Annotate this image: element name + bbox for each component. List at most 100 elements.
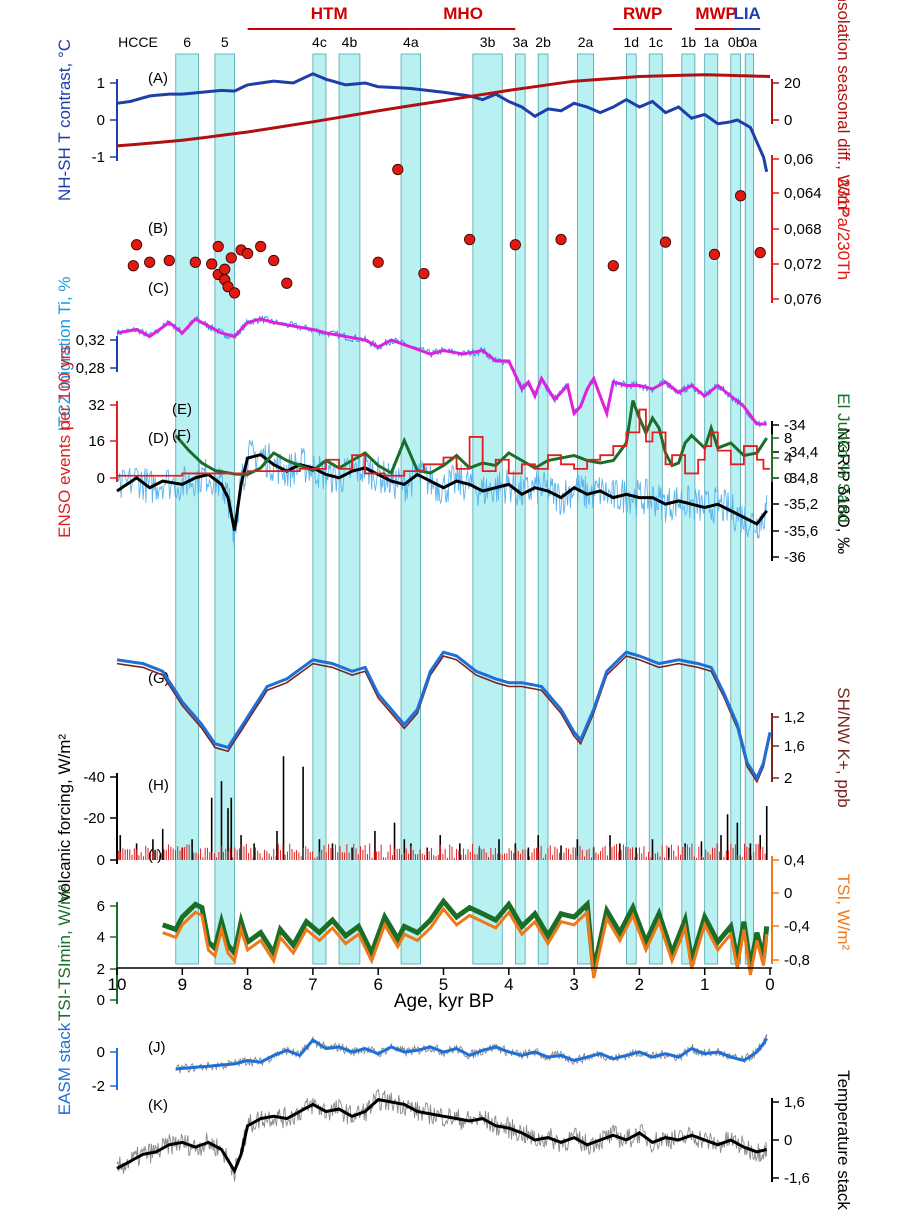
panel-label-C-itcz-ti: (C) bbox=[148, 280, 169, 297]
y-tick-label-F-enso-events: 32 bbox=[88, 397, 105, 414]
event-band-3b bbox=[472, 53, 503, 965]
panel-I-tsi: 6 4 2 0 TSI-TSImin, W/m² (I) bbox=[55, 847, 770, 1021]
panel-H-volcanic-forcing: -40 -20 0 Volcanic forcing, W/m² (H) bbox=[55, 734, 768, 903]
data-point bbox=[255, 240, 267, 253]
data-point bbox=[268, 254, 280, 267]
panel-E-el-junko-sand: 8 4 0 El Junko % Sand (E) bbox=[172, 393, 853, 522]
period-label-MHO: MHO bbox=[443, 4, 483, 23]
event-band-4c bbox=[312, 53, 327, 965]
event-band-1b bbox=[681, 53, 696, 965]
x-tick-label: 8 bbox=[243, 975, 252, 994]
data-point bbox=[144, 256, 156, 268]
y-tick-label-D-ngrip-d18o: -34 bbox=[784, 417, 806, 434]
y2-tick-label-I-tsi: 0 bbox=[784, 885, 792, 902]
data-point bbox=[281, 277, 293, 289]
x-ticks: 10 9 8 7 6 5 4 3 2 1 0 bbox=[108, 968, 775, 994]
x-axis-label: Age, kyr BP bbox=[394, 991, 494, 1012]
panel-F-enso-events: 32 16 0 ENSO events per 100 yrs (F) bbox=[55, 345, 770, 538]
y-tick-label-I-tsi: 0 bbox=[97, 992, 105, 1009]
data-point bbox=[464, 233, 476, 246]
panel-label-E-el-junko-sand: (E) bbox=[172, 401, 192, 418]
y-axis-title-K-temperature-stack: Temperature stack bbox=[834, 1070, 853, 1210]
data-point bbox=[228, 287, 241, 299]
panel-label-F-enso-events: (F) bbox=[172, 427, 191, 444]
event-band-4a bbox=[400, 53, 421, 965]
period-label-RWP: RWP bbox=[623, 4, 662, 23]
panel-label-K-temperature-stack: (K) bbox=[148, 1097, 168, 1114]
period-label-LIA: LIA bbox=[733, 4, 760, 23]
data-point bbox=[219, 263, 231, 275]
x-tick-label: 9 bbox=[178, 975, 187, 994]
y-axis-title-D-ngrip-d18o: NGRIP δ18O, ‰ bbox=[834, 428, 853, 554]
panel-I-tsi-right-axis: 0,4 0 -0,4 -0,8 TSI, W/m² bbox=[771, 852, 853, 969]
series-line-A-nh-sh-contrast bbox=[116, 72, 769, 173]
y-tick-label-G-sh-nw-k: 2 bbox=[784, 770, 792, 787]
y-tick-label-I-tsi: 2 bbox=[97, 961, 105, 978]
y-tick-label-G-sh-nw-k: 1,6 bbox=[784, 738, 805, 755]
x-tick-label: 4 bbox=[504, 975, 513, 994]
event-label-HCCE: HCCE bbox=[118, 34, 158, 50]
x-tick-label: 2 bbox=[635, 975, 644, 994]
y-tick-label-B-pa-th: 0,06 bbox=[784, 151, 813, 168]
panel-G-sh-nw-k: 1,21,62 SH/NW K+, ppb(G) bbox=[116, 650, 853, 808]
fit-series-G-sh-nw-k bbox=[116, 655, 771, 784]
x-tick-label: 3 bbox=[569, 975, 578, 994]
y-axis-title-A-nh-sh-contrast: NH-SH T contrast, °C bbox=[55, 39, 74, 201]
y-tick-label-B-pa-th: 0,076 bbox=[784, 291, 822, 308]
y-tick-label-A-nh-sh-contrast: 1 bbox=[97, 75, 105, 92]
event-label-1a: 1a bbox=[703, 34, 719, 50]
panel-label-B-pa-th: (B) bbox=[148, 220, 168, 237]
event-band-6 bbox=[175, 53, 199, 965]
y-tick-label-E-el-junko-sand: 8 bbox=[784, 430, 792, 447]
y-tick-label-F-enso-events: 16 bbox=[88, 433, 105, 450]
data-point bbox=[130, 239, 143, 251]
y-tick-label-H-volcanic-forcing: -20 bbox=[83, 810, 105, 827]
event-label-0b: 0b bbox=[728, 34, 744, 50]
panel-A-nh-sh-contrast: 1 0 -1 NH-SH T contrast, °C (A) bbox=[55, 39, 769, 201]
y-tick-label-H-volcanic-forcing: -40 bbox=[83, 769, 105, 786]
data-point bbox=[206, 258, 218, 270]
series-line-D-ngrip-d18o bbox=[116, 453, 768, 531]
event-label-3b: 3b bbox=[480, 34, 496, 50]
y-tick-label-C-itcz-ti: 0,28 bbox=[76, 360, 105, 377]
data-point bbox=[659, 236, 672, 248]
y2-tick-label-I-tsi: 0,4 bbox=[784, 852, 805, 869]
panel-K-temperature-stack: 1,6 0 -1,6 Temperature stack (K) bbox=[116, 1070, 853, 1210]
event-label-6: 6 bbox=[183, 34, 191, 50]
series-line-I-tsi bbox=[162, 906, 769, 979]
y-axis-title-J-easm-stack: EASM stack bbox=[55, 1022, 74, 1115]
raw-series-D-ngrip-d18o bbox=[116, 440, 768, 547]
y-axis-title-B-pa-th: 231Pa/230Th bbox=[834, 178, 853, 280]
data-point bbox=[607, 260, 619, 272]
data-point bbox=[189, 256, 201, 268]
y2-tick-label-I-tsi: -0,4 bbox=[784, 918, 810, 935]
series-underlay-I-tsi bbox=[161, 897, 770, 971]
y-axis-title-A-insolation: Insolation seasonal diff., W/m² bbox=[834, 0, 853, 216]
panel-label-D-ngrip-d18o: (D) bbox=[148, 430, 169, 447]
y-tick-label-A-insolation: 0 bbox=[784, 112, 792, 129]
period-label-MWP: MWP bbox=[695, 4, 737, 23]
y-axis-title-F-enso-events: ENSO events per 100 yrs bbox=[55, 345, 74, 538]
x-tick-label: 10 bbox=[108, 975, 127, 994]
series-line-F-enso-events bbox=[117, 408, 770, 477]
x-tick-label: 6 bbox=[373, 975, 382, 994]
data-point bbox=[392, 163, 404, 176]
period-label-HTM: HTM bbox=[311, 4, 348, 23]
y2-tick-label-I-tsi: -0,8 bbox=[784, 952, 810, 969]
y-tick-label-H-volcanic-forcing: 0 bbox=[97, 852, 105, 869]
y-tick-label-D-ngrip-d18o: -34,8 bbox=[784, 470, 818, 487]
event-label-2a: 2a bbox=[578, 34, 594, 50]
series-line-E-el-junko-sand bbox=[174, 399, 768, 477]
event-band-2a bbox=[577, 53, 595, 965]
event-band-3a bbox=[514, 53, 526, 965]
raw-series-K-temperature-stack bbox=[116, 1088, 768, 1182]
event-label-0a: 0a bbox=[742, 34, 758, 50]
event-band-4b bbox=[338, 53, 361, 965]
y-axis-title-H-volcanic-forcing: Volcanic forcing, W/m² bbox=[55, 734, 74, 903]
y-tick-label-E-el-junko-sand: 4 bbox=[784, 450, 792, 467]
y-tick-label-B-pa-th: 0,072 bbox=[784, 256, 822, 273]
y-tick-label-C-itcz-ti: 0,32 bbox=[76, 332, 105, 349]
data-point bbox=[127, 260, 139, 272]
